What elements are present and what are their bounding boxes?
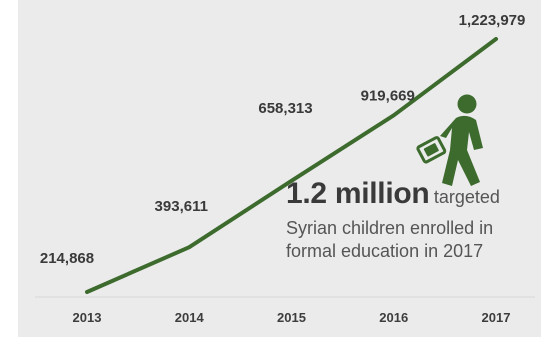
data-label-2014: 393,611	[155, 198, 208, 215]
x-tick-label-2017: 2017	[482, 310, 511, 325]
annotation-text-line3: formal education in 2017	[286, 241, 484, 261]
x-tick-label-2013: 2013	[73, 310, 102, 325]
x-tick-label-2014: 2014	[175, 310, 205, 325]
data-label-2015: 658,313	[258, 100, 312, 117]
x-tick-label-2016: 2016	[379, 310, 408, 325]
student-walking-icon	[416, 94, 483, 186]
data-label-2016: 919,669	[361, 87, 415, 104]
x-tick-label-2015: 2015	[277, 310, 306, 325]
data-label-2013: 214,868	[40, 250, 94, 267]
annotation-highlight: 1.2 million	[286, 177, 430, 210]
annotation-text-part1: targeted	[433, 187, 500, 207]
data-label-2017: 1,223,979	[459, 12, 526, 29]
annotation-text-line2: Syrian children enrolled in	[286, 218, 494, 238]
series-line	[85, 37, 498, 294]
annotation-block: 1.2 million targeted Syrian children enr…	[286, 176, 536, 263]
